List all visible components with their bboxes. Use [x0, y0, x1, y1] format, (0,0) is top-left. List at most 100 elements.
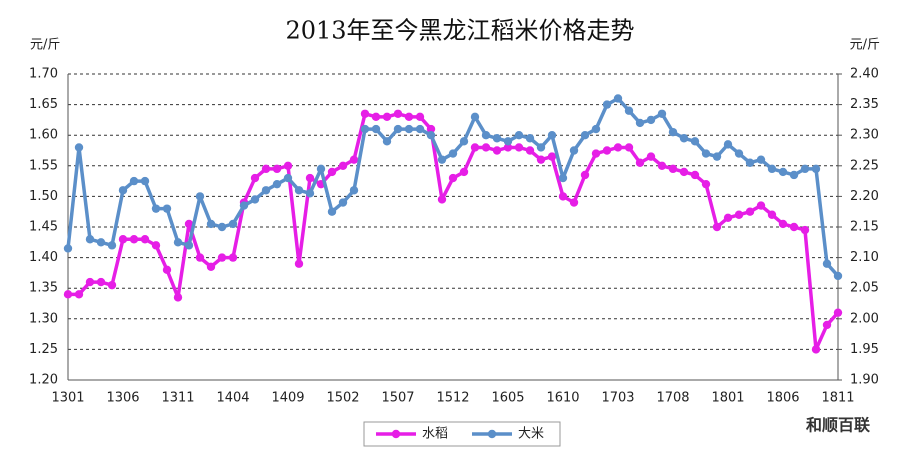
data-point	[734, 149, 744, 158]
data-point	[63, 290, 73, 299]
x-tick-label: 1806	[766, 391, 799, 406]
data-point	[349, 155, 359, 164]
data-point	[96, 238, 106, 247]
data-point	[657, 161, 667, 170]
data-point	[580, 131, 590, 140]
data-point	[415, 112, 425, 122]
data-point	[250, 173, 260, 183]
data-point	[646, 152, 656, 161]
data-point	[756, 155, 766, 164]
y-axis-unit: 元/斤	[30, 38, 60, 53]
data-point	[657, 109, 667, 118]
data-point	[833, 308, 843, 317]
data-point	[690, 137, 700, 146]
y-tick-label: 1.20	[29, 373, 58, 388]
data-point	[602, 146, 612, 155]
data-point	[789, 222, 799, 232]
data-point	[723, 140, 733, 149]
data-point	[206, 219, 216, 229]
data-point	[481, 143, 491, 152]
data-point	[415, 124, 425, 134]
data-point	[151, 204, 161, 213]
data-point	[151, 241, 161, 250]
data-point	[404, 112, 414, 122]
data-point	[635, 158, 645, 167]
data-point	[239, 201, 249, 210]
data-point	[745, 158, 755, 167]
data-point	[503, 137, 513, 146]
data-point	[690, 170, 700, 180]
y-tick-label: 1.30	[29, 311, 58, 326]
y-tick-label: 1.25	[29, 342, 58, 357]
y2-tick-label: 2.10	[850, 250, 879, 265]
data-point	[393, 109, 403, 118]
data-point	[85, 277, 95, 287]
data-point	[536, 155, 546, 164]
data-point	[228, 219, 238, 229]
data-point	[470, 112, 480, 122]
data-point	[437, 155, 447, 164]
data-point	[789, 170, 799, 180]
data-point	[470, 143, 480, 152]
data-point	[283, 173, 293, 183]
data-point	[294, 186, 304, 195]
data-point	[349, 186, 359, 195]
data-point	[338, 198, 348, 207]
data-point	[294, 259, 304, 268]
data-point	[481, 131, 491, 140]
data-point	[558, 173, 568, 183]
data-point	[635, 118, 645, 128]
data-point	[459, 137, 469, 146]
y-tick-label: 1.50	[29, 189, 58, 204]
data-point	[569, 146, 579, 155]
data-point	[107, 241, 117, 250]
data-point	[250, 195, 260, 204]
data-point	[195, 192, 205, 201]
data-point	[382, 112, 392, 122]
data-point	[206, 262, 216, 271]
y2-tick-label: 2.30	[850, 128, 879, 143]
data-point	[96, 277, 106, 287]
data-point	[613, 143, 623, 152]
data-point	[822, 259, 832, 268]
x-tick-label: 1306	[106, 391, 139, 406]
data-point	[624, 106, 634, 115]
data-point	[129, 235, 139, 244]
data-point	[437, 195, 447, 204]
y-tick-label: 1.45	[29, 220, 58, 235]
x-tick-label: 1605	[491, 391, 524, 406]
y-tick-label: 1.35	[29, 281, 58, 296]
data-point	[63, 244, 73, 253]
data-point	[327, 167, 337, 177]
x-tick-label: 1301	[51, 391, 84, 406]
data-point	[514, 143, 524, 152]
data-point	[525, 134, 535, 143]
x-tick-label: 1507	[381, 391, 414, 406]
data-point	[778, 219, 788, 229]
data-point	[624, 143, 634, 152]
data-point	[393, 124, 403, 134]
data-point	[492, 146, 502, 155]
y2-tick-label: 1.95	[850, 342, 879, 357]
y-tick-label: 1.60	[29, 128, 58, 143]
data-point	[85, 235, 95, 244]
watermark: 和顺百联	[806, 416, 870, 435]
data-point	[767, 164, 777, 174]
data-point	[745, 207, 755, 216]
data-point	[118, 186, 128, 195]
data-point	[448, 149, 458, 158]
y2-tick-label: 2.15	[850, 220, 879, 235]
data-point	[371, 124, 381, 134]
data-point	[184, 219, 194, 229]
data-point	[382, 137, 392, 146]
data-point	[74, 143, 84, 152]
data-point	[74, 290, 84, 299]
data-point	[712, 152, 722, 161]
data-point	[701, 149, 711, 158]
data-point	[800, 225, 810, 235]
data-point	[811, 164, 821, 174]
data-point	[195, 253, 205, 262]
data-point	[305, 173, 315, 183]
legend-label: 水稻	[422, 427, 448, 442]
